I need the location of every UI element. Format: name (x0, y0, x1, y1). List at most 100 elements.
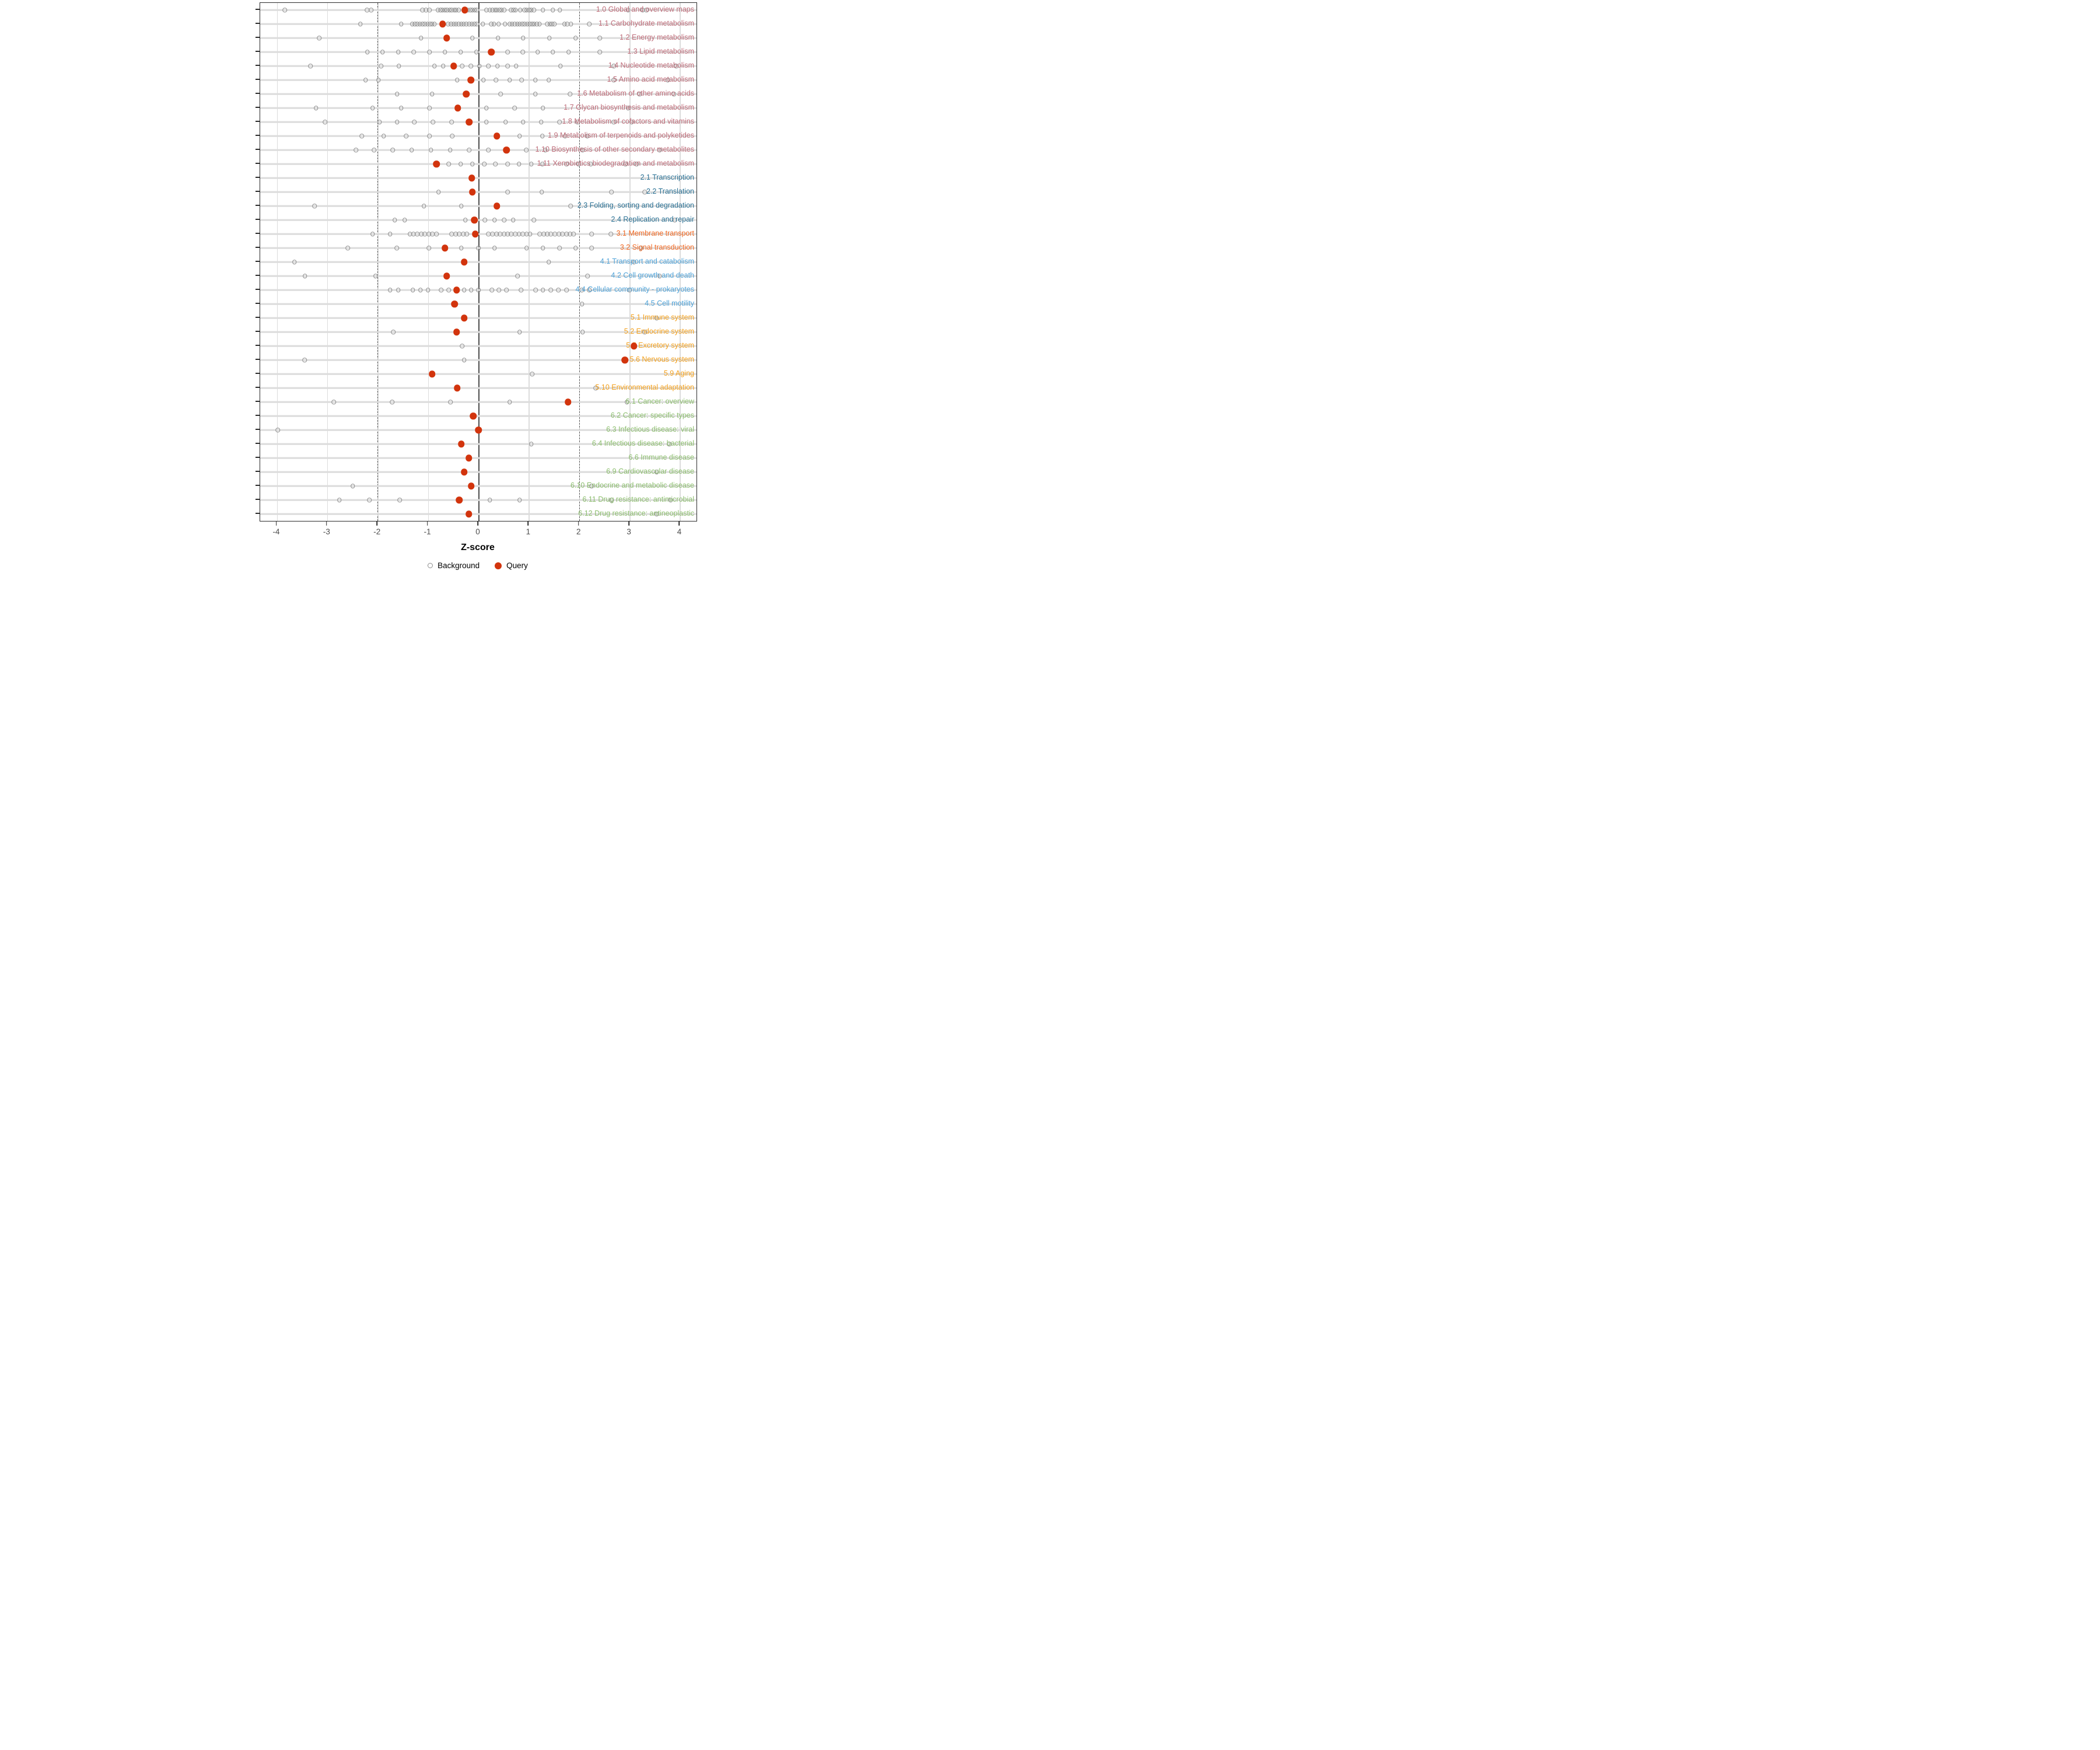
query-dot (466, 118, 473, 125)
y-axis-label: 2.1 Transcription (640, 173, 694, 181)
background-dot (580, 148, 585, 152)
background-dot (521, 36, 526, 40)
background-dot (308, 64, 313, 68)
row-gridline (260, 205, 696, 207)
background-dot (397, 498, 402, 502)
y-tick (256, 107, 260, 108)
data-row (260, 353, 696, 367)
background-dot (540, 190, 544, 194)
x-tick-label: -1 (424, 527, 431, 536)
background-dot (625, 8, 631, 12)
background-dot (580, 330, 585, 334)
background-dot (521, 120, 526, 124)
background-dot (597, 36, 602, 40)
background-dot (427, 106, 432, 110)
background-dot (492, 218, 497, 222)
data-row (260, 269, 696, 283)
background-dot (514, 64, 519, 68)
row-gridline (260, 499, 696, 501)
background-dot (517, 330, 522, 334)
background-dot (436, 190, 441, 194)
background-dot (654, 512, 659, 516)
x-tick-label: 1 (526, 527, 531, 536)
y-tick (256, 121, 260, 122)
background-dot (585, 274, 590, 278)
background-dot (429, 148, 433, 152)
legend-item-background: Background (428, 561, 480, 570)
background-dot (367, 498, 372, 502)
background-dot (557, 246, 562, 250)
y-tick (256, 331, 260, 332)
x-tick (578, 522, 579, 526)
plot-panel (260, 2, 697, 522)
background-dot (654, 316, 659, 320)
y-axis-label: 4.1 Transport and catabolism (600, 257, 694, 265)
y-tick (256, 191, 260, 192)
row-gridline (260, 485, 696, 487)
background-dot (629, 120, 634, 124)
query-dot (457, 440, 465, 447)
background-dot (517, 498, 522, 502)
background-dot (376, 78, 381, 82)
background-dot (446, 288, 451, 292)
data-row (260, 45, 696, 59)
background-dot (625, 106, 631, 110)
background-dot (482, 162, 487, 166)
background-dot (531, 218, 536, 222)
background-dot (410, 148, 414, 152)
query-dot (467, 76, 474, 83)
query-dot (631, 342, 638, 349)
row-gridline (260, 457, 696, 459)
y-tick (256, 23, 260, 24)
background-dot (609, 190, 614, 194)
y-tick (256, 219, 260, 220)
y-axis-label: 6.11 Drug resistance: antimicrobial (582, 495, 694, 503)
row-gridline (260, 471, 696, 473)
y-axis-label: 5.5 Excretory system (626, 341, 694, 349)
background-dot (493, 162, 498, 166)
background-dot (388, 288, 393, 292)
query-dot (454, 104, 461, 111)
background-dot (396, 50, 401, 54)
background-dot (587, 22, 592, 26)
y-axis-label: 1.10 Biosynthesis of other secondary met… (535, 145, 694, 153)
background-dot (399, 106, 404, 110)
y-tick (256, 135, 260, 136)
background-dot (569, 22, 573, 26)
y-tick (256, 415, 260, 416)
y-tick (256, 65, 260, 66)
query-dot (450, 62, 457, 69)
query-dot (443, 34, 450, 41)
query-dot (461, 6, 468, 13)
background-dot (370, 106, 375, 110)
background-dot (505, 50, 510, 54)
background-dot (439, 288, 443, 292)
y-axis-label: 5.10 Environmental adaptation (595, 383, 694, 391)
background-dot (589, 232, 594, 236)
background-dot (482, 218, 487, 222)
data-row (260, 507, 696, 521)
background-dot (474, 22, 480, 26)
row-gridline (260, 443, 696, 445)
background-dot (488, 498, 492, 502)
query-dot (442, 244, 449, 251)
background-dot (412, 120, 417, 124)
data-row (260, 339, 696, 353)
background-dot (492, 22, 496, 26)
background-dot (498, 92, 503, 96)
background-dot (584, 134, 590, 138)
data-row (260, 241, 696, 255)
query-dot (461, 258, 468, 265)
background-dot (623, 162, 628, 166)
y-axis-label: 1.11 Xenobiotics biodegradation and meta… (537, 159, 694, 167)
y-axis-label: 6.10 Endocrine and metabolic disease (570, 481, 694, 489)
y-axis-label: 6.9 Cardiovascular disease (606, 467, 694, 475)
y-axis-label: 1.7 Glycan biosynthesis and metabolism (564, 103, 694, 111)
background-dot (503, 120, 508, 124)
background-dot (494, 78, 498, 82)
query-dot (433, 160, 440, 167)
background-dot (456, 8, 461, 12)
background-dot (502, 8, 506, 12)
y-tick (256, 9, 260, 10)
background-dot (476, 246, 481, 250)
